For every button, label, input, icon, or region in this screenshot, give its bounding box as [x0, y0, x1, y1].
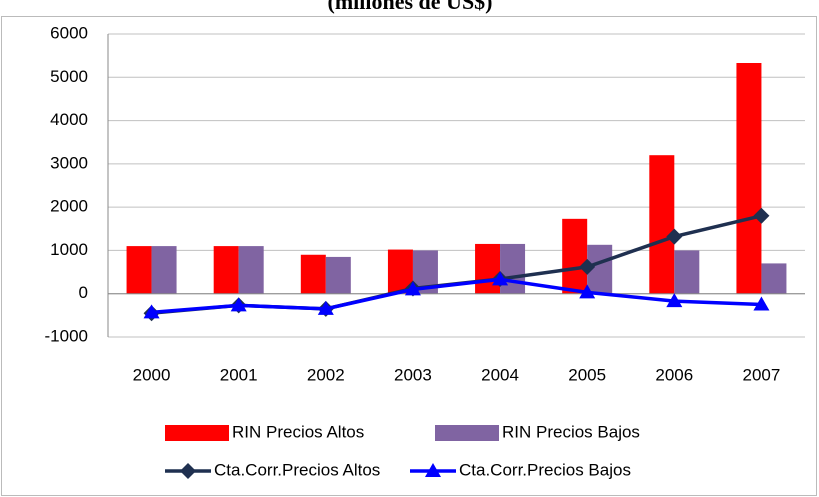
marker-triangle: [579, 284, 596, 299]
marker-triangle: [425, 463, 441, 477]
marker-diamond: [180, 463, 196, 479]
marker-triangle: [143, 304, 160, 319]
legend-label: RIN Precios Altos: [232, 422, 364, 441]
bar: [300, 254, 326, 294]
legend-swatch: [435, 425, 499, 441]
line: [151, 277, 762, 315]
x-tick-label: 2003: [394, 365, 432, 384]
x-tick-label: 2004: [481, 365, 519, 384]
bar: [475, 243, 501, 294]
y-tick-label: 3000: [50, 153, 88, 172]
bar: [151, 246, 177, 294]
bar: [500, 243, 526, 294]
bar: [126, 246, 152, 294]
chart-title: (millones de US$): [328, 0, 493, 14]
x-tick-label: 2006: [655, 365, 693, 384]
marker-diamond: [579, 258, 596, 275]
bar: [649, 155, 675, 294]
bar: [325, 256, 351, 294]
y-tick-label: 5000: [50, 67, 88, 86]
x-tick-label: 2002: [307, 365, 345, 384]
marker-triangle: [230, 297, 247, 312]
y-tick-label: 6000: [50, 23, 88, 42]
bar: [213, 246, 239, 294]
bar: [761, 263, 787, 294]
marker-triangle: [404, 281, 421, 296]
bar: [238, 246, 264, 294]
marker-diamond: [666, 228, 683, 245]
bar: [562, 218, 588, 294]
x-tick-label: 2005: [568, 365, 606, 384]
bar: [736, 63, 762, 294]
legend-label: Cta.Corr.Precios Altos: [214, 460, 380, 479]
marker-triangle: [666, 293, 683, 308]
y-tick-label: -1000: [45, 326, 88, 345]
marker-diamond: [753, 207, 770, 224]
legend-swatch: [165, 425, 229, 441]
legend-label: Cta.Corr.Precios Bajos: [459, 460, 631, 479]
y-tick-label: 2000: [50, 197, 88, 216]
marker-triangle: [317, 300, 334, 315]
legend-label: RIN Precios Bajos: [502, 422, 640, 441]
x-tick-label: 2007: [743, 365, 781, 384]
chart-border: [1, 16, 817, 496]
marker-triangle: [492, 271, 509, 286]
y-tick-label: 0: [79, 283, 88, 302]
x-tick-label: 2000: [133, 365, 171, 384]
y-tick-label: 1000: [50, 240, 88, 259]
x-tick-label: 2001: [220, 365, 258, 384]
y-tick-label: 4000: [50, 110, 88, 129]
marker-triangle: [753, 296, 770, 311]
bar: [674, 250, 700, 294]
